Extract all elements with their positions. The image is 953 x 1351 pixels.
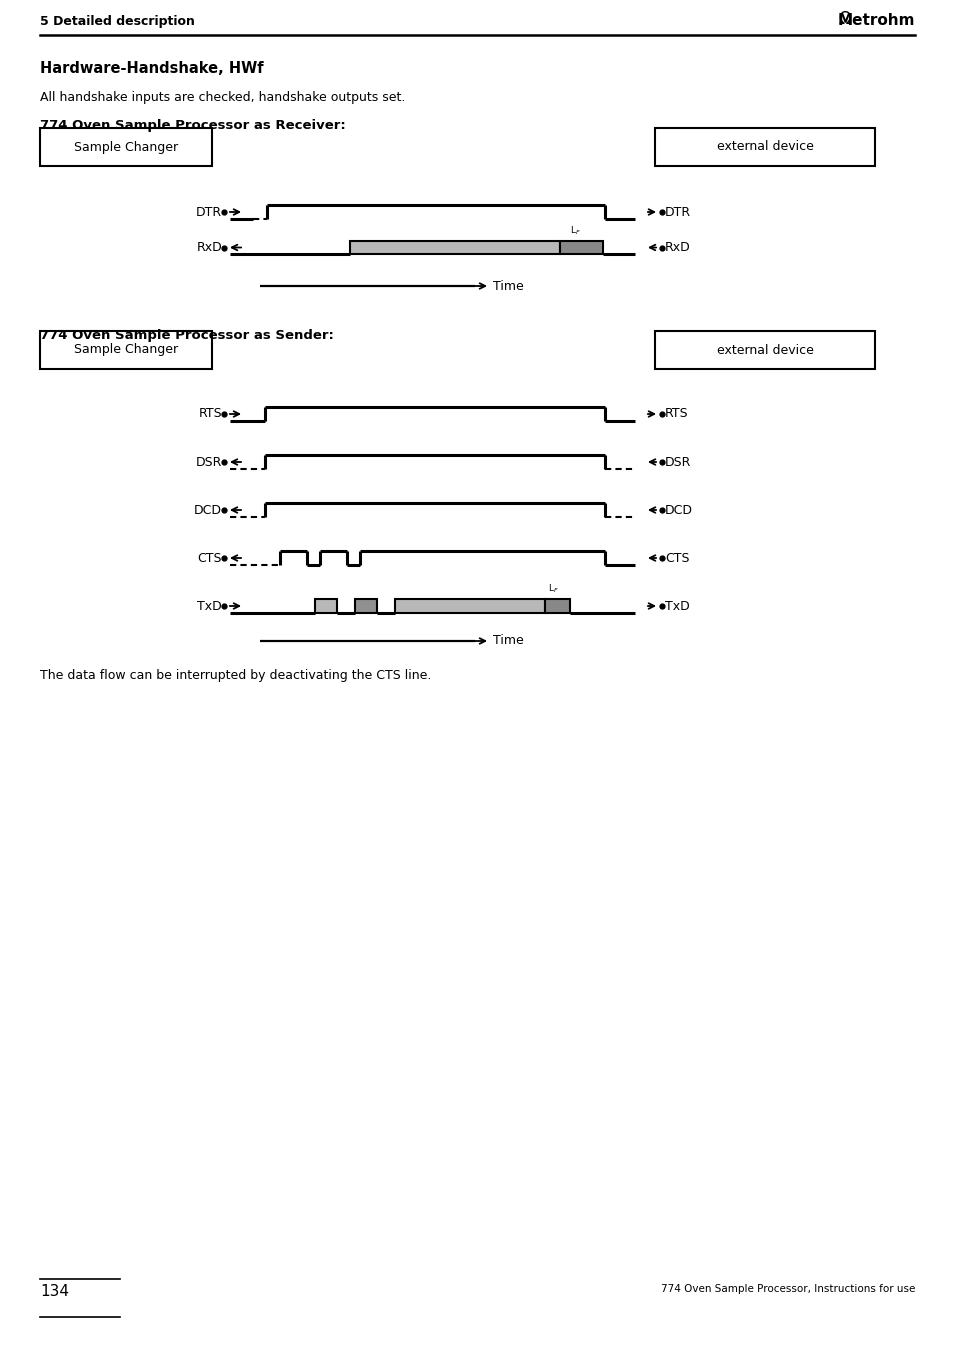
Text: CTS: CTS xyxy=(197,551,222,565)
Text: Time: Time xyxy=(493,635,523,647)
Text: 774 Oven Sample Processor as Sender:: 774 Oven Sample Processor as Sender: xyxy=(40,330,334,342)
Text: Ω: Ω xyxy=(837,9,850,28)
Bar xyxy=(544,598,569,613)
Text: DSR: DSR xyxy=(664,455,691,469)
Text: external device: external device xyxy=(716,141,813,154)
Text: DTR: DTR xyxy=(195,205,222,219)
Text: external device: external device xyxy=(716,343,813,357)
Text: DCD: DCD xyxy=(193,504,222,516)
Bar xyxy=(314,598,336,613)
Text: RTS: RTS xyxy=(664,408,688,420)
Text: 5 Detailed description: 5 Detailed description xyxy=(40,15,194,28)
Text: Hardware-Handshake, HWf: Hardware-Handshake, HWf xyxy=(40,61,263,76)
Text: DTR: DTR xyxy=(664,205,690,219)
Bar xyxy=(40,331,212,369)
Text: CTS: CTS xyxy=(664,551,689,565)
Bar xyxy=(395,598,544,613)
Text: RTS: RTS xyxy=(198,408,222,420)
Text: Time: Time xyxy=(493,280,523,293)
Bar xyxy=(655,331,874,369)
Text: 774 Oven Sample Processor as Receiver:: 774 Oven Sample Processor as Receiver: xyxy=(40,119,345,132)
Bar xyxy=(40,128,212,166)
Text: Sample Changer: Sample Changer xyxy=(74,343,178,357)
Text: L$_F$: L$_F$ xyxy=(547,582,558,594)
Text: Metrohm: Metrohm xyxy=(837,14,914,28)
Text: The data flow can be interrupted by deactivating the CTS line.: The data flow can be interrupted by deac… xyxy=(40,669,431,682)
Text: L$_F$: L$_F$ xyxy=(569,224,580,236)
Bar xyxy=(350,240,559,254)
Text: 774 Oven Sample Processor, Instructions for use: 774 Oven Sample Processor, Instructions … xyxy=(659,1283,914,1294)
Text: DCD: DCD xyxy=(664,504,692,516)
Text: Sample Changer: Sample Changer xyxy=(74,141,178,154)
Text: RxD: RxD xyxy=(196,240,222,254)
Text: DSR: DSR xyxy=(195,455,222,469)
Text: All handshake inputs are checked, handshake outputs set.: All handshake inputs are checked, handsh… xyxy=(40,91,405,104)
Text: RxD: RxD xyxy=(664,240,690,254)
Bar xyxy=(355,598,376,613)
Text: TxD: TxD xyxy=(664,600,689,612)
Bar xyxy=(655,128,874,166)
Bar xyxy=(559,240,602,254)
Text: 134: 134 xyxy=(40,1283,69,1300)
Text: TxD: TxD xyxy=(197,600,222,612)
